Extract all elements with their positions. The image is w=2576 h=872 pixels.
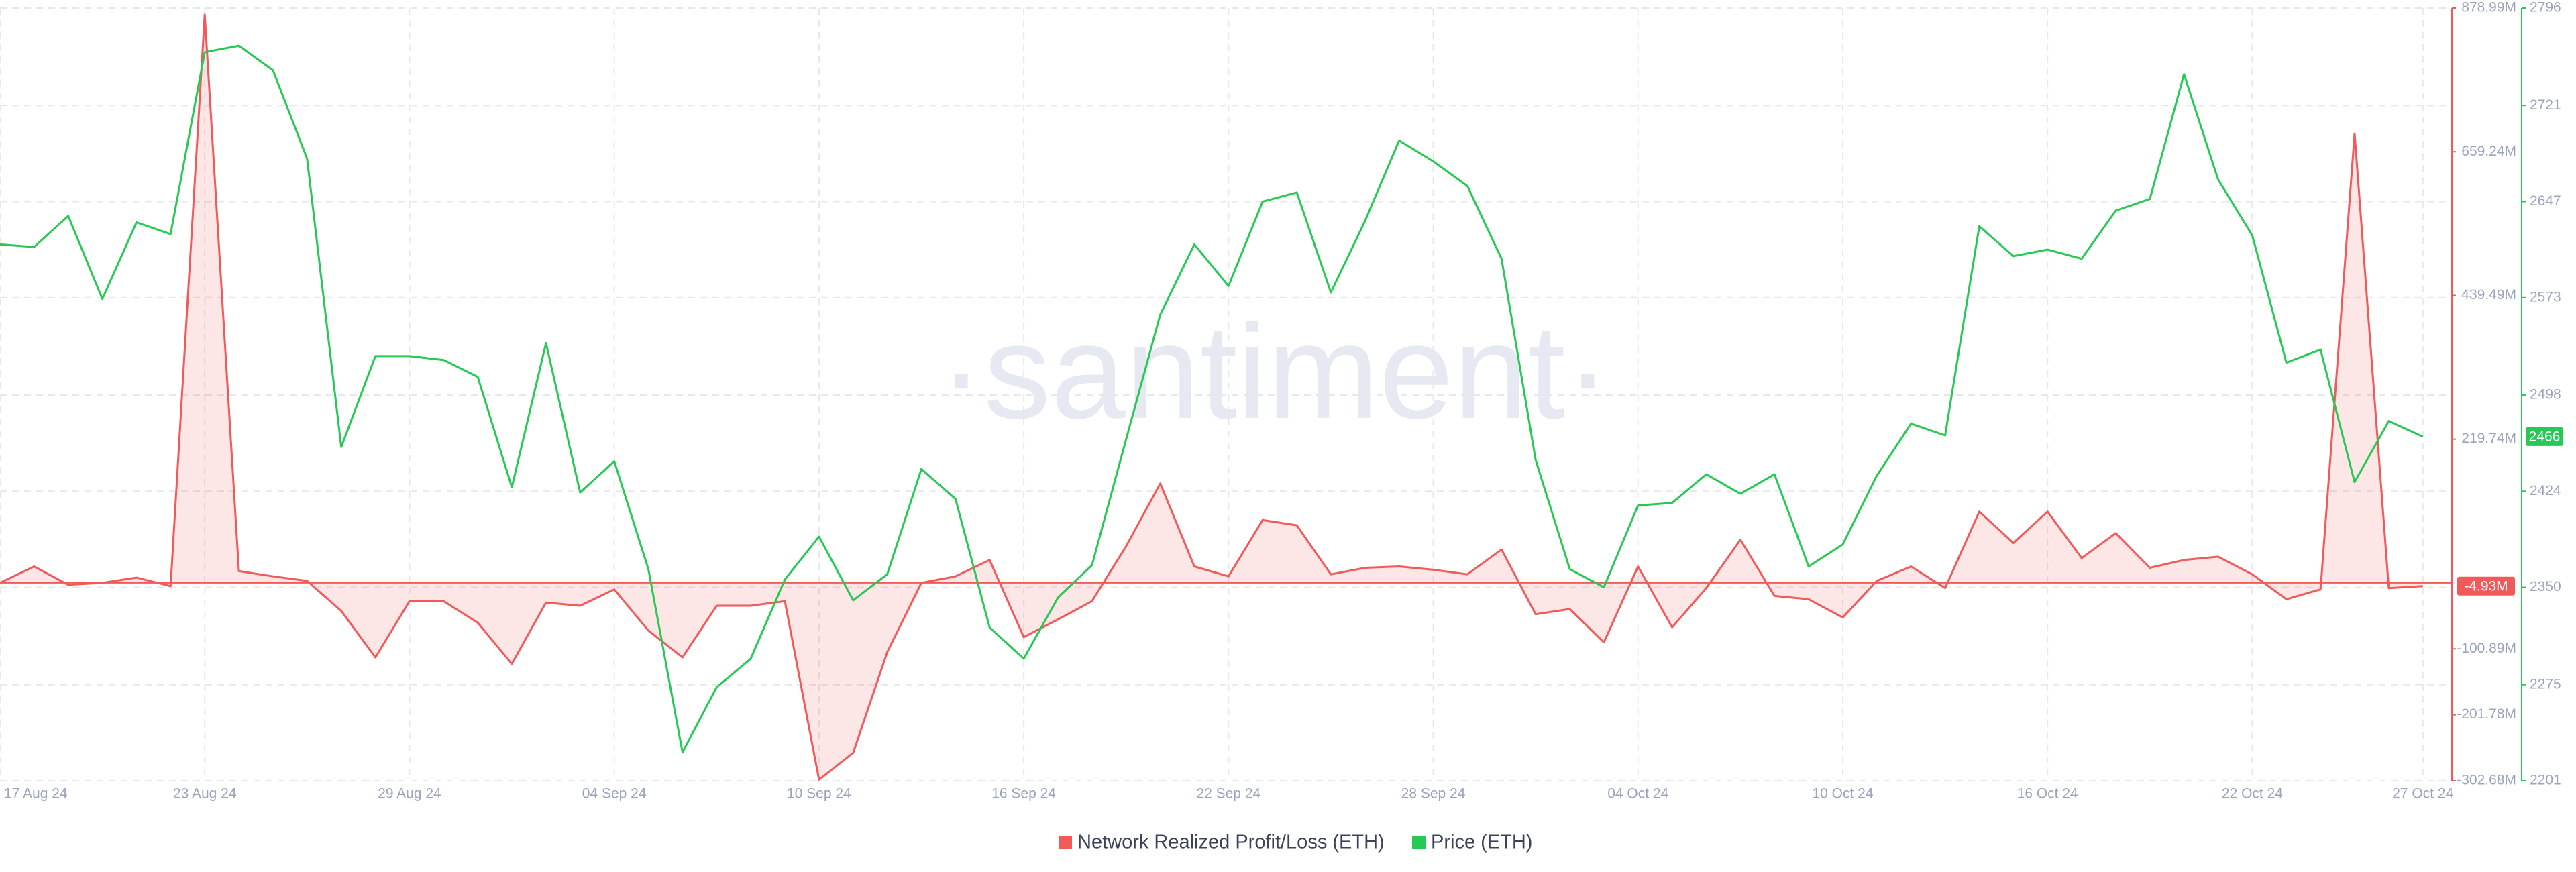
y2-tick-label: 2424 bbox=[2530, 483, 2561, 498]
y2-tick-label: 2647 bbox=[2530, 193, 2561, 209]
x-tick-label: 27 Oct 24 bbox=[2392, 786, 2453, 802]
y-tick-label: 659.24M bbox=[2461, 144, 2516, 159]
y2-tick-label: 2201 bbox=[2530, 773, 2561, 788]
x-tick-label: 28 Sep 24 bbox=[1401, 786, 1466, 802]
x-tick-label: 10 Sep 24 bbox=[787, 786, 851, 802]
x-tick-label: 22 Sep 24 bbox=[1196, 786, 1260, 802]
value-label: -4.93M bbox=[2464, 578, 2508, 594]
x-tick-label: 16 Sep 24 bbox=[991, 786, 1056, 802]
x-tick-label: 29 Aug 24 bbox=[378, 786, 441, 802]
legend-swatch bbox=[1059, 836, 1072, 849]
y-tick-label: 878.99M bbox=[2461, 0, 2516, 15]
value-badge bbox=[2526, 427, 2563, 446]
legend-label: Price (ETH) bbox=[1431, 832, 1532, 853]
x-tick-label: 22 Oct 24 bbox=[2222, 786, 2283, 802]
y-tick-label: -302.68M bbox=[2457, 773, 2516, 788]
x-tick-label: 23 Aug 24 bbox=[173, 786, 237, 802]
y2-tick-label: 2796 bbox=[2530, 0, 2561, 15]
area-fill bbox=[0, 14, 2423, 780]
series-line bbox=[0, 44, 2424, 753]
series-line bbox=[0, 13, 2423, 781]
legend-swatch bbox=[1412, 836, 1426, 849]
watermark: ·santiment· bbox=[939, 297, 1610, 447]
y-tick-label: 439.49M bbox=[2461, 287, 2516, 303]
value-badge bbox=[2457, 576, 2515, 596]
x-tick-label: 04 Oct 24 bbox=[1607, 786, 1668, 802]
y-tick-label: 219.74M bbox=[2461, 431, 2516, 446]
legend-label: Network Realized Profit/Loss (ETH) bbox=[1077, 832, 1385, 853]
y2-tick-label: 2573 bbox=[2530, 289, 2561, 305]
y2-tick-label: 2498 bbox=[2530, 387, 2561, 402]
y-tick-label: -201.78M bbox=[2457, 706, 2516, 722]
y2-tick-label: 2275 bbox=[2530, 676, 2561, 692]
y2-tick-label: 2350 bbox=[2530, 579, 2561, 594]
x-tick-label: 17 Aug 24 bbox=[4, 786, 68, 802]
y-tick-label: -100.89M bbox=[2457, 641, 2516, 656]
x-tick-label: 16 Oct 24 bbox=[2017, 786, 2078, 802]
x-tick-label: 10 Oct 24 bbox=[1812, 786, 1873, 802]
y2-tick-label: 2721 bbox=[2530, 97, 2561, 113]
x-tick-label: 04 Sep 24 bbox=[582, 786, 647, 802]
value-label: 2466 bbox=[2529, 429, 2561, 444]
